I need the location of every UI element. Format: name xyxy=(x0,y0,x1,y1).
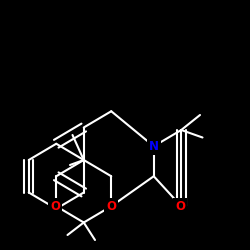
Text: O: O xyxy=(50,200,60,213)
Text: N: N xyxy=(149,140,159,153)
Text: O: O xyxy=(106,200,116,213)
Text: O: O xyxy=(175,200,185,213)
